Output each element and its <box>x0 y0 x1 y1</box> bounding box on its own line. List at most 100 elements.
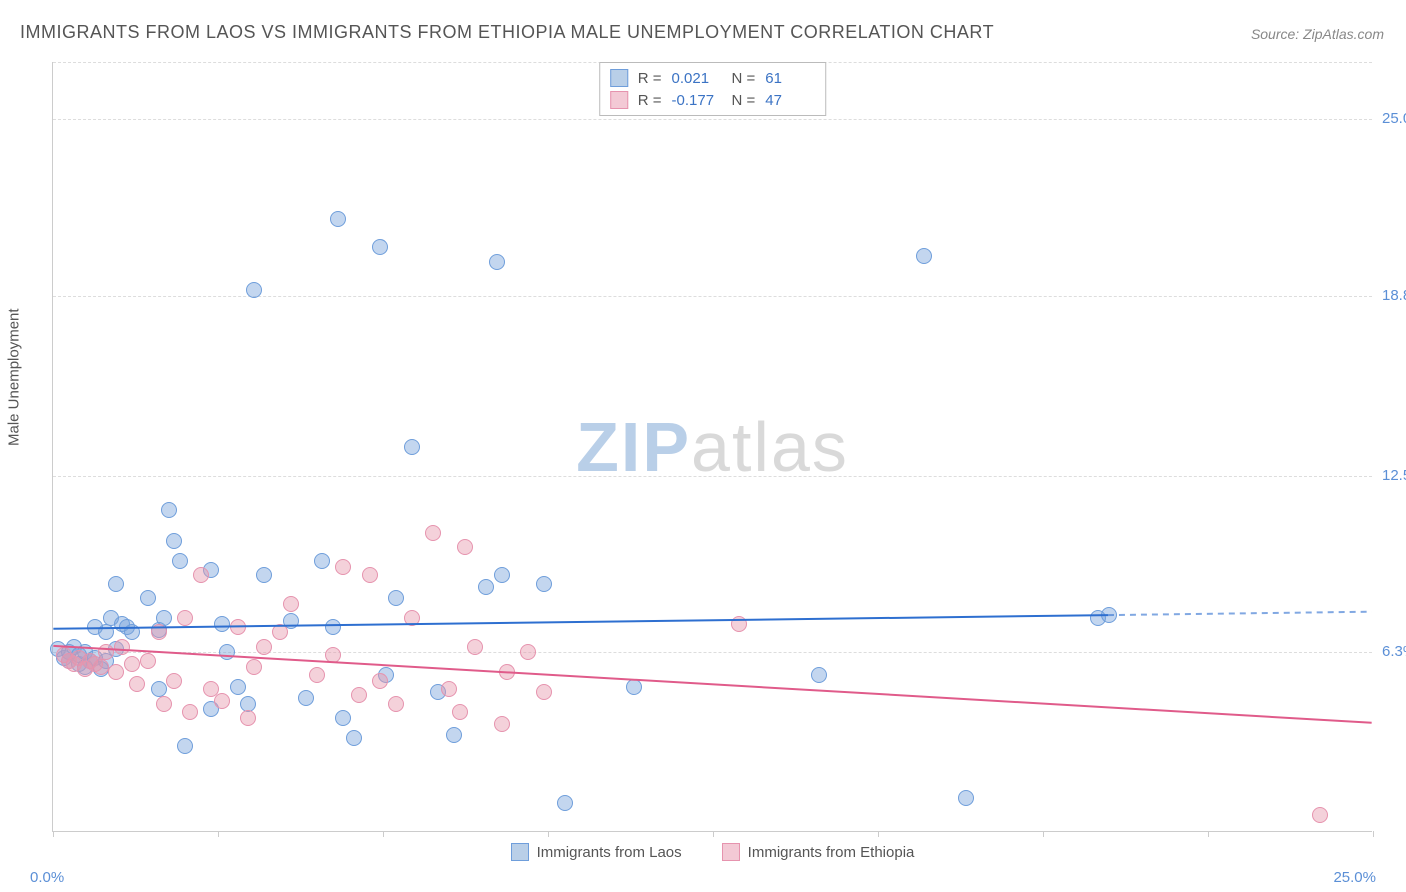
source-attribution: Source: ZipAtlas.com <box>1251 26 1384 42</box>
data-point <box>256 639 272 655</box>
label-r: R = <box>638 70 662 87</box>
data-point <box>325 619 341 635</box>
data-point <box>219 644 235 660</box>
n-value-laos: 61 <box>765 70 815 87</box>
data-point <box>362 567 378 583</box>
data-point <box>177 738 193 754</box>
r-value-ethiopia: -0.177 <box>672 92 722 109</box>
data-point <box>114 639 130 655</box>
swatch-laos-icon <box>511 843 529 861</box>
x-tick-mark <box>548 831 549 837</box>
y-axis-title: Male Unemployment <box>6 308 23 446</box>
y-tick-label: 12.5% <box>1382 467 1406 484</box>
x-tick-mark <box>1373 831 1374 837</box>
data-point <box>166 673 182 689</box>
data-point <box>193 567 209 583</box>
data-point <box>404 439 420 455</box>
data-point <box>626 679 642 695</box>
data-point <box>1101 607 1117 623</box>
swatch-ethiopia-icon <box>722 843 740 861</box>
data-point <box>958 790 974 806</box>
data-point <box>335 559 351 575</box>
data-point <box>256 567 272 583</box>
data-point <box>425 525 441 541</box>
y-tick-label: 18.8% <box>1382 287 1406 304</box>
data-point <box>452 704 468 720</box>
data-point <box>494 716 510 732</box>
data-point <box>272 624 288 640</box>
data-point <box>98 624 114 640</box>
data-point <box>93 659 109 675</box>
data-point <box>388 590 404 606</box>
watermark-atlas: atlas <box>691 408 849 486</box>
data-point <box>372 673 388 689</box>
r-value-laos: 0.021 <box>672 70 722 87</box>
data-point <box>156 696 172 712</box>
data-point <box>177 610 193 626</box>
legend-row-laos: R = 0.021 N = 61 <box>610 67 816 89</box>
data-point <box>478 579 494 595</box>
legend-item-ethiopia: Immigrants from Ethiopia <box>722 843 915 861</box>
data-point <box>230 619 246 635</box>
x-tick-mark <box>1208 831 1209 837</box>
data-point <box>499 664 515 680</box>
chart-title: IMMIGRANTS FROM LAOS VS IMMIGRANTS FROM … <box>20 22 994 43</box>
data-point <box>457 539 473 555</box>
data-point <box>214 693 230 709</box>
data-point <box>335 710 351 726</box>
x-tick-mark <box>1043 831 1044 837</box>
x-tick-mark <box>713 831 714 837</box>
data-point <box>346 730 362 746</box>
data-point <box>182 704 198 720</box>
x-tick-mark <box>383 831 384 837</box>
data-point <box>494 567 510 583</box>
data-point <box>309 667 325 683</box>
data-point <box>151 624 167 640</box>
data-point <box>811 667 827 683</box>
label-r: R = <box>638 92 662 109</box>
gridline <box>53 652 1372 653</box>
legend-statistics: R = 0.021 N = 61 R = -0.177 N = 47 <box>599 62 827 116</box>
y-tick-label: 6.3% <box>1382 643 1406 660</box>
swatch-laos <box>610 69 628 87</box>
legend-item-laos: Immigrants from Laos <box>511 843 682 861</box>
data-point <box>520 644 536 660</box>
data-point <box>230 679 246 695</box>
n-value-ethiopia: 47 <box>765 92 815 109</box>
data-point <box>731 616 747 632</box>
label-n: N = <box>732 70 756 87</box>
data-point <box>240 710 256 726</box>
data-point <box>330 211 346 227</box>
data-point <box>467 639 483 655</box>
data-point <box>124 624 140 640</box>
data-point <box>536 576 552 592</box>
data-point <box>172 553 188 569</box>
watermark: ZIPatlas <box>576 407 849 487</box>
gridline <box>53 119 1372 120</box>
data-point <box>166 533 182 549</box>
data-point <box>151 681 167 697</box>
data-point <box>404 610 420 626</box>
data-point <box>246 282 262 298</box>
x-tick-mark <box>53 831 54 837</box>
data-point <box>489 254 505 270</box>
data-point <box>916 248 932 264</box>
data-point <box>298 690 314 706</box>
x-axis-min-label: 0.0% <box>30 869 64 886</box>
swatch-ethiopia <box>610 91 628 109</box>
x-tick-mark <box>878 831 879 837</box>
data-point <box>557 795 573 811</box>
data-point <box>351 687 367 703</box>
legend-label-ethiopia: Immigrants from Ethiopia <box>748 844 915 861</box>
legend-label-laos: Immigrants from Laos <box>537 844 682 861</box>
data-point <box>108 664 124 680</box>
data-point <box>388 696 404 712</box>
data-point <box>161 502 177 518</box>
x-tick-mark <box>218 831 219 837</box>
label-n: N = <box>732 92 756 109</box>
data-point <box>325 647 341 663</box>
data-point <box>214 616 230 632</box>
data-point <box>536 684 552 700</box>
gridline <box>53 476 1372 477</box>
watermark-zip: ZIP <box>576 408 691 486</box>
